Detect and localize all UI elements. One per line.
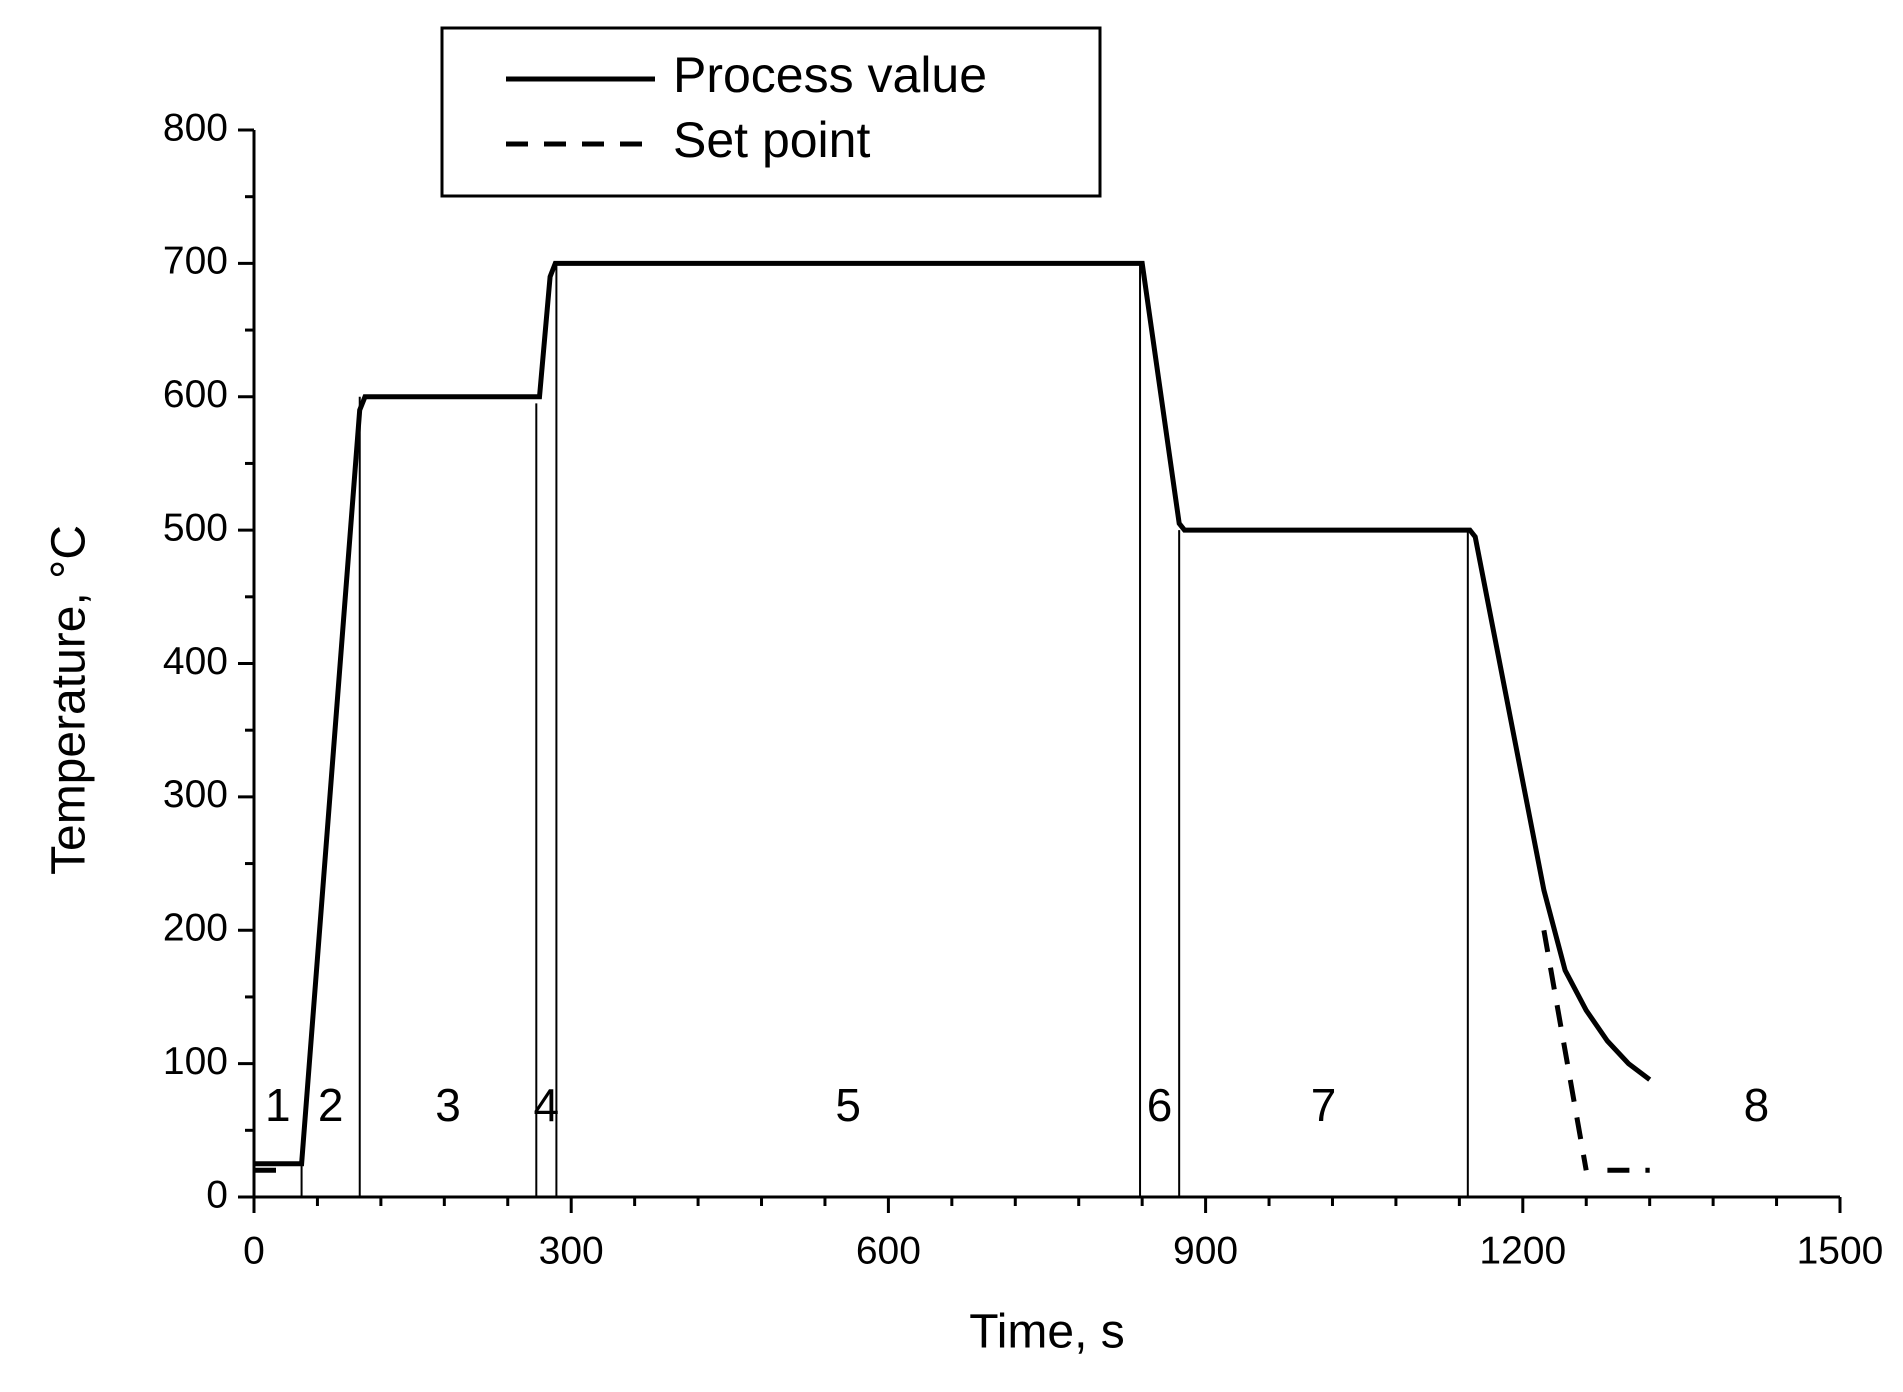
x-tick-label: 900 [1173,1229,1238,1272]
phase-label: 2 [318,1079,344,1131]
x-tick-label: 1200 [1479,1229,1566,1272]
y-tick-label: 700 [163,240,228,283]
y-tick-label: 600 [163,373,228,416]
x-axis-title: Time, s [969,1306,1125,1359]
phase-label: 7 [1311,1079,1337,1131]
y-tick-label: 300 [163,773,228,816]
x-tick-label: 0 [243,1229,265,1272]
y-tick-label: 800 [163,106,228,149]
y-tick-label: 0 [206,1173,228,1216]
phase-label: 6 [1147,1079,1173,1131]
series-line [254,929,1650,1173]
y-tick-label: 100 [163,1040,228,1083]
legend-label: Set point [673,112,870,168]
y-tick-label: 200 [163,907,228,950]
x-tick-label: 300 [539,1229,604,1272]
phase-label: 5 [835,1079,861,1131]
phase-label: 1 [265,1079,291,1131]
legend-label: Process value [673,47,987,103]
y-tick-label: 400 [163,640,228,683]
phase-label: 8 [1744,1079,1770,1131]
series-line [254,260,1652,1167]
x-tick-label: 600 [856,1229,921,1272]
legend-box [440,26,1102,198]
x-tick-label: 1500 [1797,1229,1884,1272]
y-axis-title: Temperature, °C [43,525,96,875]
phase-label: 4 [534,1079,560,1131]
y-tick-label: 500 [163,506,228,549]
phase-label: 3 [435,1079,461,1131]
